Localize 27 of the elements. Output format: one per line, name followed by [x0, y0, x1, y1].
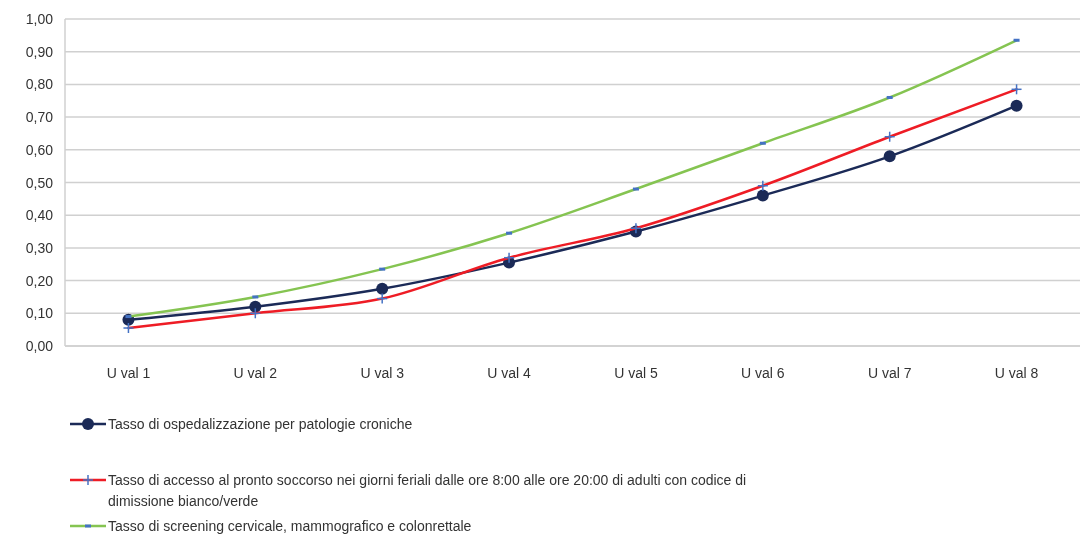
x-tick-label: U val 6 [741, 365, 785, 381]
x-tick-label: U val 5 [614, 365, 658, 381]
y-tick-label: 0,20 [25, 272, 54, 289]
point [756, 189, 769, 202]
y-tick-label: 0,60 [25, 141, 54, 158]
legend-label: Tasso di screening cervicale, mammografico e colonrettale [108, 518, 472, 534]
y-tick-label: 0,50 [25, 174, 54, 191]
point [376, 282, 389, 295]
x-tick-label: U val 1 [106, 365, 151, 381]
x-tick-label: U val 3 [360, 365, 405, 381]
y-tick-label: 0,40 [25, 207, 54, 224]
y-tick-label: 1,00 [25, 11, 54, 27]
x-tick-label: U val 2 [233, 365, 278, 381]
x-tick-label: U val 7 [867, 365, 912, 381]
y-tick-label: 0,90 [25, 43, 54, 60]
point [249, 300, 262, 313]
point [883, 150, 896, 163]
y-tick-label: 0,00 [25, 338, 54, 354]
x-tick-label: U val 4 [487, 365, 532, 381]
x-tick-label: U val 8 [994, 365, 1039, 381]
y-tick-label: 0,10 [25, 305, 54, 322]
legend-label: Tasso di ospedalizzazione per patologie croniche [108, 416, 413, 432]
y-tick-label: 0,70 [25, 109, 54, 126]
point [1010, 99, 1023, 112]
y-tick-label: 0,80 [25, 76, 54, 93]
y-tick-label: 0,30 [25, 239, 54, 256]
legend-label: Tasso di accesso al pronto soccorso nei giorni feriali dalle ore 8:00 alle ore 20:00 di adulti con codice di dimissione bianco/verde [108, 472, 747, 509]
